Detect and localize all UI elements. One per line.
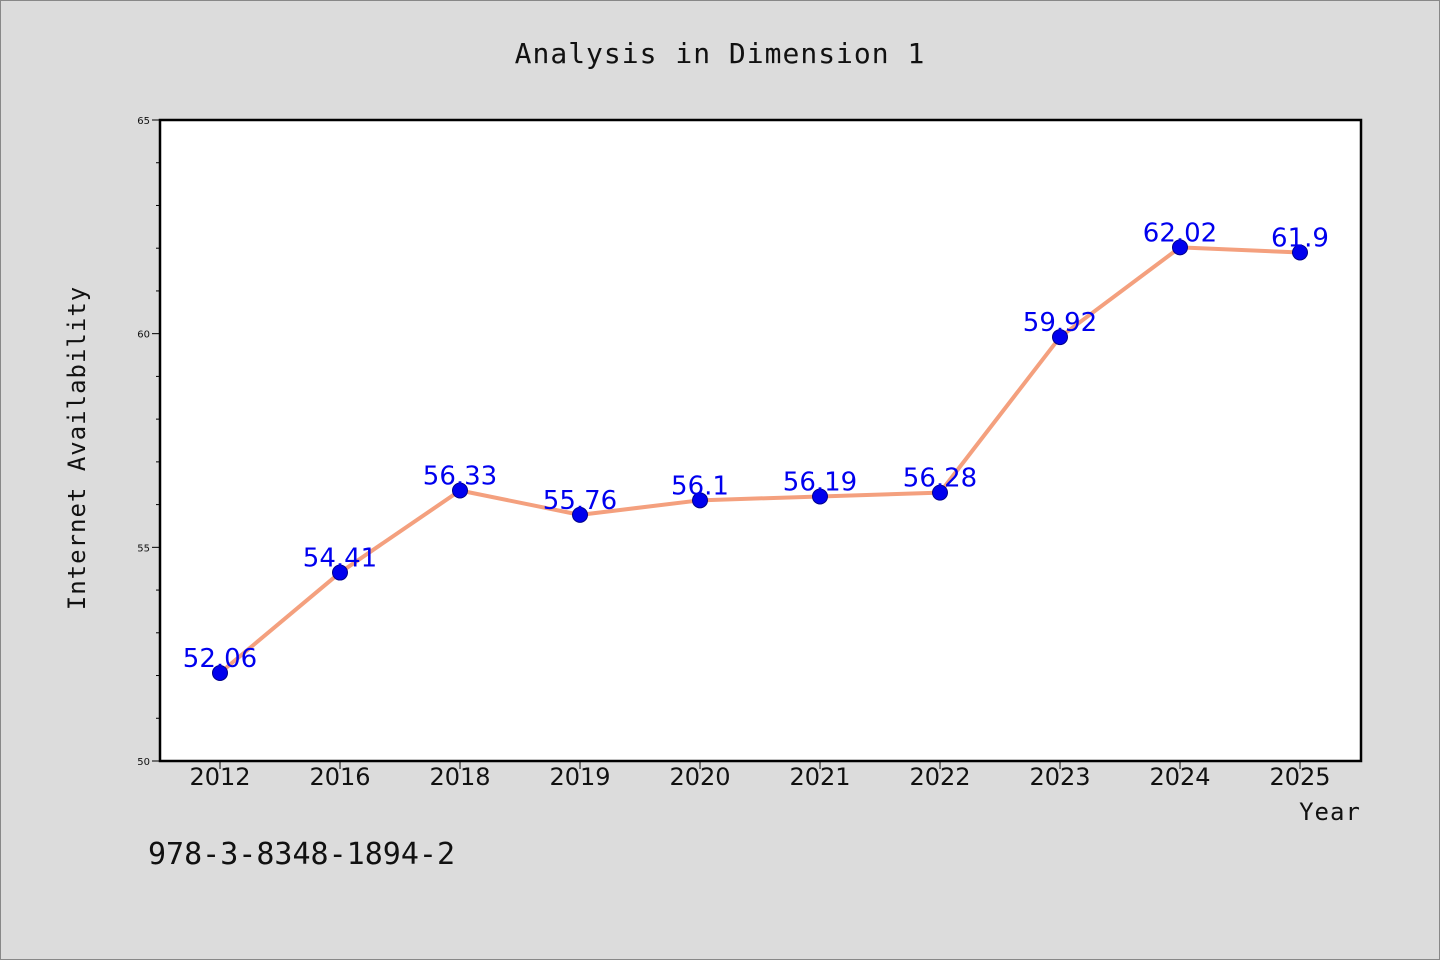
x-tick-label: 2025 [1269,763,1330,791]
data-label: 62.02 [1143,218,1217,248]
data-label: 61.9 [1271,223,1329,253]
data-label: 55.76 [543,486,617,516]
data-label: 52.06 [183,644,257,674]
x-tick-label: 2016 [309,763,370,791]
data-point [692,492,708,509]
series-line [218,245,1301,675]
data-label: 56.33 [423,461,497,491]
data-label: 54.41 [303,544,377,574]
data-label: 56.1 [671,471,729,501]
plot-area [158,118,1363,763]
data-point [452,482,468,499]
markers [212,239,1308,681]
data-label: 56.28 [903,464,977,494]
data-point [932,484,948,501]
data-label: 59.92 [1023,308,1097,338]
x-tick-label: 2023 [1029,763,1090,791]
data-label: 56.19 [783,467,857,497]
data-point [1052,329,1068,346]
x-tick-label: 2021 [789,763,850,791]
y-axis: 50 55 60 65 [137,116,160,768]
x-tick-label: 2022 [909,763,970,791]
data-point [812,488,828,505]
x-tick-label: 2012 [189,763,250,791]
y-tick-label: 65 [137,116,150,127]
chart-title: Analysis in Dimension 1 [515,37,926,70]
y-tick-label: 50 [137,757,150,768]
y-axis-label: Internet Availability [63,286,91,610]
data-point [212,664,228,681]
data-labels: 52.06 54.41 56.33 55.76 56.1 56.19 56.28 59.92 6… [183,218,1329,674]
data-point [1292,244,1308,261]
y-tick-label: 60 [137,330,150,341]
x-axis: 2012 2016 2018 2019 2020 2021 2022 2023 2024 2025 [189,761,1331,791]
data-point [1172,239,1188,256]
x-tick-label: 2024 [1149,763,1210,791]
data-point [572,506,588,523]
y-tick-label: 55 [137,543,150,554]
isbn-annotation: 978-3-8348-1894-2 [148,837,455,872]
x-tick-label: 2018 [429,763,490,791]
x-tick-label: 2019 [549,763,610,791]
x-axis-label: Year [1299,798,1361,826]
x-tick-label: 2020 [669,763,730,791]
data-point [332,564,348,581]
